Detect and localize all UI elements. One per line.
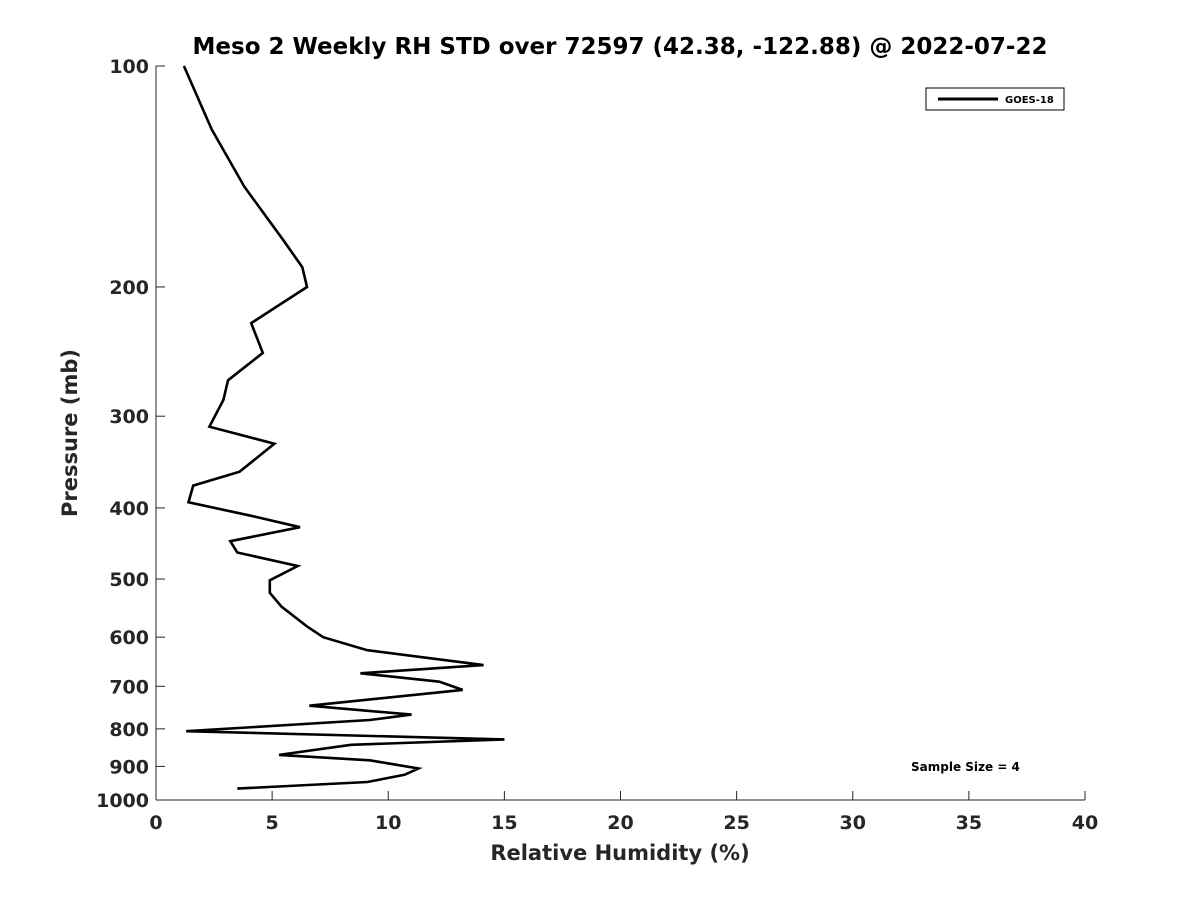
legend: GOES-18 [925, 87, 1065, 111]
y-tick-label: 400 [109, 498, 149, 520]
x-axis-label: Relative Humidity (%) [490, 841, 749, 865]
series-layer [182, 65, 505, 790]
x-tick-label: 20 [607, 812, 633, 834]
axes: 0 5 10 15 20 25 30 35 40 100 200 300 400 500 600 700 800… [96, 56, 1098, 834]
y-tick-label: 800 [109, 719, 149, 741]
x-tick-label: 40 [1072, 812, 1098, 834]
series-line-goes-18 [182, 65, 505, 790]
chart-title: Meso 2 Weekly RH STD over 72597 (42.38, … [193, 34, 1048, 60]
x-tick-label: 25 [723, 812, 749, 834]
sample-size-annotation: Sample Size = 4 [911, 760, 1020, 774]
y-tick-label: 100 [109, 56, 149, 78]
y-axis-label: Pressure (mb) [58, 349, 82, 517]
x-tick-label: 15 [491, 812, 517, 834]
y-tick-label: 1000 [96, 790, 149, 812]
y-tick-label: 700 [109, 676, 149, 698]
x-tick-label: 30 [840, 812, 866, 834]
y-tick-label: 200 [109, 277, 149, 299]
x-tick-label: 0 [149, 812, 162, 834]
y-tick-label: 600 [109, 627, 149, 649]
y-tick-label: 300 [109, 406, 149, 428]
y-tick-label: 500 [109, 569, 149, 591]
x-tick-label: 35 [956, 812, 982, 834]
legend-label: GOES-18 [1005, 95, 1054, 106]
y-tick-label: 900 [109, 756, 149, 778]
x-tick-label: 5 [266, 812, 279, 834]
x-tick-label: 10 [375, 812, 401, 834]
